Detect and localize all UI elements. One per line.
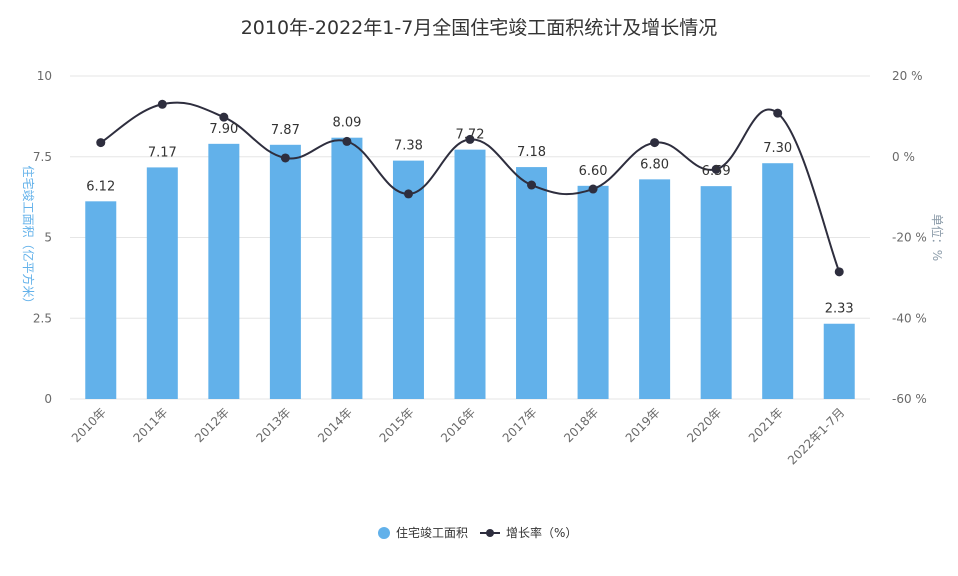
y-tick-label: 7.5 <box>33 150 52 164</box>
x-tick-label: 2020年 <box>684 405 724 445</box>
x-tick-label: 2018年 <box>561 405 601 445</box>
growth-rate-point <box>96 138 106 148</box>
y2-tick-label: -40 % <box>892 311 927 325</box>
x-tick-label: 2016年 <box>438 405 478 445</box>
x-tick-label: 2014年 <box>315 405 355 445</box>
growth-rate-point <box>773 108 783 118</box>
bar <box>208 143 240 399</box>
bar <box>639 179 671 399</box>
legend-label-bar[interactable]: 住宅竣工面积 <box>396 525 468 540</box>
growth-rate-point <box>157 99 167 109</box>
bar-data-label: 7.18 <box>517 145 546 160</box>
x-tick-label: 2012年 <box>192 405 232 445</box>
legend-label-line[interactable]: 增长率（%） <box>506 525 577 540</box>
y2-tick-label: 20 % <box>892 69 923 83</box>
growth-rate-point <box>650 138 660 148</box>
bar-data-label: 6.12 <box>86 179 115 194</box>
bar-data-label: 7.17 <box>148 145 177 160</box>
bar <box>392 160 424 399</box>
bar-data-label: 7.72 <box>456 128 485 143</box>
bar <box>454 149 486 399</box>
data-labels: 6.12 7.17 7.90 7.87 8.09 7.38 7.72 7.18 6.60 6.80… <box>86 116 853 317</box>
growth-rate-point <box>219 112 229 122</box>
growth-rate-point <box>280 153 290 163</box>
y-tick-label: 0 <box>44 392 52 406</box>
growth-rate-point <box>403 189 413 199</box>
bar <box>823 323 855 399</box>
growth-rate-point <box>342 136 352 146</box>
x-tick-label: 2021年 <box>746 405 786 445</box>
bar-data-label: 7.90 <box>209 122 238 137</box>
growth-rate-point <box>588 184 598 194</box>
bar-data-label: 2.33 <box>825 302 854 317</box>
x-tick-label: 2011年 <box>130 405 170 445</box>
growth-rate-point <box>711 164 721 174</box>
x-tick-label: 2013年 <box>254 405 294 445</box>
bar-data-label: 6.80 <box>640 157 669 172</box>
y2-tick-label: 0 % <box>892 150 915 164</box>
growth-rate-point <box>834 267 844 277</box>
y2-axis-title: 单位：% <box>930 214 945 261</box>
y-tick-label: 10 <box>37 69 52 83</box>
bar-data-label: 7.87 <box>271 123 300 138</box>
y-axis-title: 住宅竣工面积（亿平方米） <box>21 165 36 309</box>
legend-swatch-bar[interactable] <box>378 527 390 539</box>
x-tick-label: 2017年 <box>500 405 540 445</box>
growth-rate-line <box>100 101 841 273</box>
bar-data-label: 7.30 <box>763 141 792 156</box>
x-tick-label: 2019年 <box>623 405 663 445</box>
growth-rate-point <box>465 134 475 144</box>
legend[interactable]: 住宅竣工面积 增长率（%） <box>378 525 577 540</box>
bar <box>700 186 732 399</box>
bar-data-label: 6.59 <box>702 164 731 179</box>
y-tick-label: 5 <box>44 231 52 245</box>
bar-data-label: 7.38 <box>394 139 423 154</box>
growth-rate-point <box>527 180 537 190</box>
line-series <box>96 99 844 277</box>
bar-series <box>85 137 855 399</box>
y2-tick-label: -60 % <box>892 392 927 406</box>
bar <box>146 167 178 399</box>
bar <box>331 137 363 399</box>
chart-title: 2010年-2022年1-7月全国住宅竣工面积统计及增长情况 <box>241 17 718 39</box>
legend-swatch-marker[interactable] <box>486 529 494 537</box>
bar <box>85 201 117 399</box>
bar <box>762 163 794 399</box>
bar <box>516 167 548 399</box>
bar <box>269 144 301 399</box>
x-tick-label: 2022年1-7月 <box>785 405 847 467</box>
bar-data-label: 6.60 <box>579 164 608 179</box>
x-tick-label: 2010年 <box>69 405 109 445</box>
y-tick-label: 2.5 <box>33 311 52 325</box>
bar <box>577 185 609 399</box>
y2-tick-label: -20 % <box>892 231 927 245</box>
x-tick-label: 2015年 <box>377 405 417 445</box>
bar-data-label: 8.09 <box>332 116 361 131</box>
